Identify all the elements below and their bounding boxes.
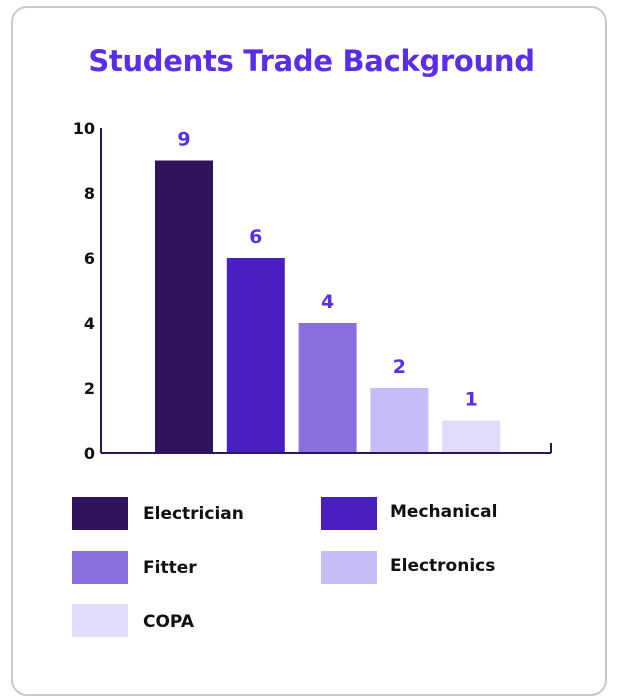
y-tick-label: 4 [84,314,95,333]
bar-mechanical [226,258,285,453]
legend-label-fitter: Fitter [143,558,197,578]
y-tick-label: 2 [84,379,95,398]
legend-label-electronics: Electronics [390,556,496,576]
value-label-copa: 1 [465,389,478,411]
legend-label-electrician: Electrician [143,504,244,524]
y-tick-label: 6 [84,249,95,268]
legend-swatch-electrician [72,497,128,530]
legend-swatch-copa [72,604,128,637]
value-label-fitter: 4 [321,291,334,313]
y-tick-labels: 0 2 4 6 8 10 [73,119,95,463]
bar-chart: 9 6 4 2 1 0 2 4 6 8 10 [73,119,552,463]
y-tick-label: 8 [84,184,95,203]
legend-swatch-fitter [72,551,128,584]
y-tick-label: 0 [84,444,95,463]
legend-swatch-electronics [321,551,377,584]
bar-electrician [155,160,213,453]
value-label-electrician: 9 [177,129,190,151]
legend-label-copa: COPA [143,612,194,632]
bars-layer [155,160,501,453]
legend-swatch-mechanical [321,497,377,530]
bar-fitter [298,323,357,453]
bar-copa [442,420,501,453]
value-label-mechanical: 6 [249,226,262,248]
bar-electronics [370,388,429,453]
chart-title: Students Trade Background [88,44,535,78]
value-label-electronics: 2 [393,356,406,378]
legend-label-mechanical: Mechanical [390,502,498,522]
y-tick-label: 10 [73,119,95,138]
axes-layer [100,128,552,454]
value-labels-layer: 9 6 4 2 1 [177,129,477,411]
